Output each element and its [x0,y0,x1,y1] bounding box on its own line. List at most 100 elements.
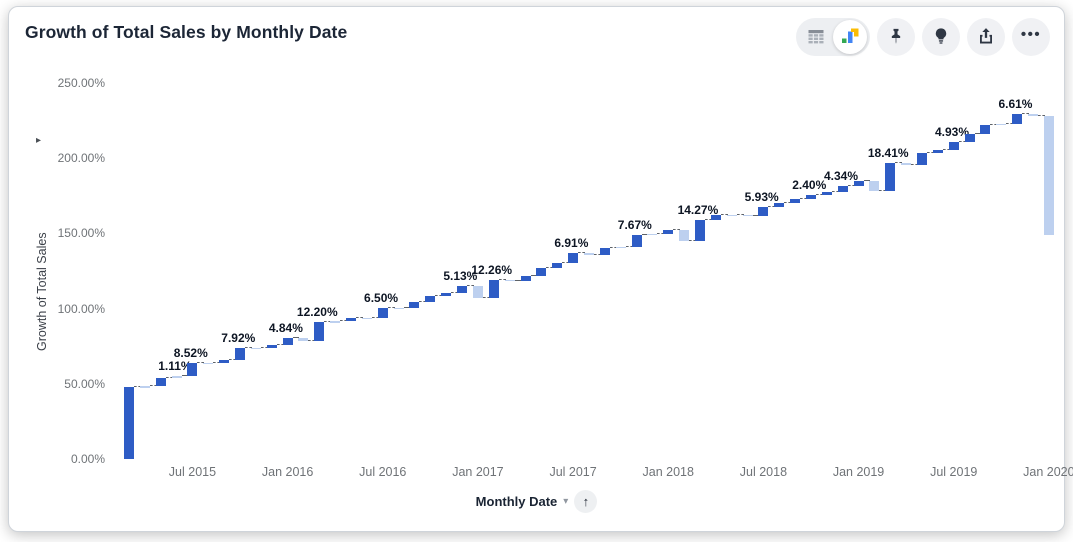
waterfall-bar[interactable] [948,142,959,150]
waterfall-bar[interactable] [488,279,499,299]
waterfall-bar[interactable] [330,321,341,323]
waterfall-bar[interactable] [298,338,309,341]
waterfall-connector [800,197,807,199]
waterfall-bar[interactable] [266,345,277,348]
waterfall-bar[interactable] [726,214,737,217]
waterfall-connector [784,202,792,204]
waterfall-bar[interactable] [742,214,753,217]
waterfall-connector [625,245,633,247]
x-axis-title[interactable]: Monthly Date [475,494,558,509]
waterfall-bar[interactable] [964,134,975,143]
waterfall-connector [467,284,474,286]
pin-button[interactable] [877,18,915,56]
waterfall-connector [895,162,903,164]
waterfall-bar[interactable] [124,386,134,459]
waterfall-connector [974,133,982,135]
bar-value-label: 2.40% [792,177,827,192]
waterfall-connector [578,251,585,253]
waterfall-bar[interactable] [250,347,261,350]
waterfall-bar[interactable] [932,149,943,153]
waterfall-connector [1038,114,1045,116]
waterfall-bar[interactable] [409,302,420,308]
waterfall-bar[interactable] [235,348,246,361]
waterfall-bar[interactable] [441,293,452,297]
chart-view-button[interactable] [833,20,867,54]
waterfall-bar[interactable] [219,360,230,363]
waterfall-bar[interactable] [1012,113,1023,124]
toolbar: ••• [796,18,1050,56]
waterfall-bar[interactable] [631,235,642,247]
x-tick-label: Jan 2019 [832,465,885,479]
waterfall-bar[interactable] [361,317,372,320]
waterfall-bar[interactable] [647,233,658,236]
waterfall-bar[interactable] [869,181,880,191]
chevron-down-icon[interactable]: ▾ [563,496,569,507]
waterfall-bar[interactable] [996,123,1007,126]
waterfall-bar[interactable] [583,252,594,255]
waterfall-bar[interactable] [885,163,896,191]
waterfall-bar[interactable] [155,377,166,387]
waterfall-bar[interactable] [663,230,674,234]
waterfall-bar[interactable] [171,376,182,378]
waterfall-bar[interactable] [393,307,404,310]
waterfall-bar[interactable] [139,386,150,388]
waterfall-bar[interactable] [552,263,563,268]
waterfall-connector [276,344,284,346]
waterfall-connector [292,337,300,339]
pin-icon [886,26,906,49]
waterfall-bar[interactable] [568,252,579,264]
y-tick-label: 0.00% [70,452,105,466]
waterfall-bar[interactable] [1043,115,1054,235]
card-header: Growth of Total Sales by Monthly Date [9,7,1064,65]
waterfall-bar[interactable] [774,203,785,207]
bar-value-label: 4.34% [823,168,859,183]
waterfall-bar[interactable] [821,192,832,195]
waterfall-connector [197,362,205,364]
waterfall-bar[interactable] [472,285,483,299]
x-axis-control: Monthly Date ▾ ↑ [9,490,1064,513]
waterfall-bar[interactable] [599,248,610,255]
waterfall-connector [149,385,157,387]
waterfall-connector [768,205,776,207]
waterfall-bar[interactable] [187,363,198,377]
table-view-button[interactable] [799,20,833,54]
waterfall-bar[interactable] [520,276,531,281]
waterfall-bar[interactable] [710,215,721,220]
insights-button[interactable] [922,18,960,56]
waterfall-bar[interactable] [615,246,626,249]
x-tick-label: Jul 2015 [168,465,217,479]
waterfall-bar[interactable] [282,338,293,346]
waterfall-bar[interactable] [917,152,927,165]
waterfall-bar[interactable] [901,163,912,165]
waterfall-bar[interactable] [425,296,436,303]
more-button[interactable]: ••• [1012,18,1050,56]
export-button[interactable] [967,18,1005,56]
waterfall-connector [451,292,459,294]
waterfall-bar[interactable] [377,308,388,318]
bar-value-label: 5.13% [443,268,478,283]
waterfall-bar[interactable] [980,125,991,135]
y-axis-expand-icon[interactable]: ▸ [36,135,42,146]
waterfall-bar[interactable] [837,185,848,193]
waterfall-connector [609,247,617,248]
waterfall-bar[interactable] [679,230,690,242]
waterfall-connector [673,229,681,231]
waterfall-bar[interactable] [758,206,769,216]
waterfall-bar[interactable] [790,198,801,204]
waterfall-bar[interactable] [694,219,705,242]
waterfall-bar[interactable] [1028,113,1039,116]
waterfall-bar[interactable] [504,279,515,282]
waterfall-connector [863,180,871,182]
waterfall-bar[interactable] [314,322,325,341]
waterfall-bar[interactable] [346,318,357,322]
waterfall-bar[interactable] [457,285,468,294]
waterfall-bar[interactable] [536,267,547,277]
x-tick-label: Jul 2016 [359,465,407,479]
sort-ascending-button[interactable]: ↑ [574,490,598,513]
bar-value-label: 12.20% [296,305,338,320]
waterfall-connector [657,232,665,234]
waterfall-chart-icon [840,26,860,49]
waterfall-bar[interactable] [853,181,864,186]
waterfall-bar[interactable] [203,362,214,365]
waterfall-bar[interactable] [805,194,816,199]
